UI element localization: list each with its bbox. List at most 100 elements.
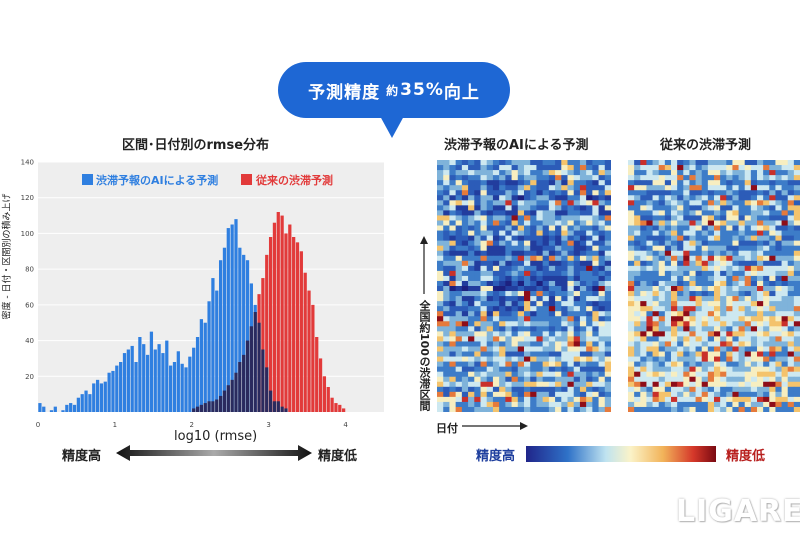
- histogram-bar: [172, 362, 177, 412]
- heatmap-cell: [652, 376, 660, 383]
- histogram-bar: [311, 304, 315, 412]
- heatmap-cell: [592, 265, 599, 272]
- heatmap-cell: [707, 336, 715, 342]
- heatmap-cell: [474, 286, 481, 292]
- heatmap-cell: [492, 175, 500, 181]
- histogram-bar: [145, 354, 150, 412]
- heatmap-cell: [486, 250, 494, 257]
- heatmap-cell: [548, 225, 556, 231]
- heatmap-cell: [555, 235, 562, 242]
- heatmap-cell: [664, 205, 672, 211]
- heatmap-cell: [652, 311, 660, 317]
- heatmap-cell: [499, 386, 506, 393]
- histogram-bar: [203, 322, 207, 412]
- heatmap-cell: [499, 175, 506, 181]
- heatmap-cell: [536, 351, 544, 357]
- heatmap-cell: [455, 391, 463, 398]
- heatmap-cell: [486, 366, 494, 373]
- heatmap-cell: [561, 296, 568, 302]
- heatmap-cell: [530, 321, 537, 327]
- heatmap-cell: [646, 185, 653, 191]
- heatmap-cell: [634, 205, 641, 211]
- heatmap-cell: [750, 245, 758, 252]
- heatmap-cell: [604, 386, 611, 393]
- heatmap-cell: [763, 366, 770, 373]
- heatmap-cell: [701, 205, 709, 211]
- heatmap-cell: [604, 170, 611, 176]
- heatmap-cell: [536, 250, 544, 257]
- heatmap-cell: [757, 165, 764, 171]
- heatmap-cell: [443, 376, 450, 383]
- heatmap-cell: [714, 291, 721, 297]
- heatmap-cell: [701, 215, 709, 221]
- heatmap-cell: [695, 185, 703, 191]
- heatmap-cell: [586, 165, 593, 171]
- histogram-bar: [69, 403, 73, 412]
- heatmap-cell: [542, 200, 550, 206]
- heatmap-cell: [542, 386, 550, 393]
- heatmap-cell: [579, 291, 587, 297]
- heatmap-cell: [738, 220, 746, 226]
- heatmap-cell: [468, 230, 475, 236]
- heatmap-cell: [775, 260, 782, 267]
- heatmap-cell: [524, 316, 531, 322]
- heatmap-cell: [695, 396, 703, 403]
- heatmap-cell: [763, 185, 770, 191]
- heatmap-cell: [524, 280, 531, 287]
- heatmap-cell: [492, 356, 500, 362]
- heatmap-cell: [738, 406, 746, 412]
- heatmap-cell: [652, 265, 660, 272]
- heatmap-cell: [530, 381, 537, 388]
- heatmap-cell: [592, 401, 599, 408]
- heatmap-cell: [517, 306, 525, 312]
- heatmap-cell: [683, 351, 690, 357]
- heatmap-cell: [437, 230, 444, 236]
- heatmap-cell: [664, 381, 672, 388]
- heatmap-cell: [573, 376, 581, 383]
- heatmap-cell: [524, 185, 531, 191]
- heatmap-cell: [646, 165, 653, 171]
- heatmap-cell: [455, 220, 463, 226]
- legend-label-conventional: 従来の渋滞予測: [256, 174, 333, 187]
- heatmap-cell: [671, 316, 678, 322]
- heatmap-cell: [598, 265, 606, 272]
- heatmap-cell: [461, 406, 469, 412]
- heatmap-cell: [598, 235, 606, 242]
- heatmap-cell: [701, 200, 709, 206]
- heatmap-cell: [604, 391, 611, 398]
- heatmap-cell: [598, 391, 606, 398]
- accuracy-banner: 予測精度 約 35% 向上: [278, 62, 510, 118]
- heatmap-cell: [689, 235, 696, 242]
- heatmap-cell: [555, 170, 562, 176]
- histogram-bar: [153, 349, 157, 412]
- heatmap-cell: [744, 255, 752, 262]
- heatmap-cell: [714, 165, 721, 171]
- heatmap-cell: [561, 205, 568, 211]
- heatmap-cell: [726, 316, 733, 322]
- heatmap-cell: [738, 396, 746, 403]
- heatmap-cell: [548, 275, 556, 282]
- heatmap-cell: [671, 200, 678, 206]
- heatmap-cell: [640, 351, 647, 357]
- heatmap-cell: [781, 265, 789, 272]
- heatmap-cell: [474, 235, 481, 242]
- heatmap-cell: [443, 225, 450, 231]
- heatmap-cell: [652, 280, 660, 287]
- heatmap-cell: [757, 240, 764, 247]
- heatmap-cell: [598, 200, 606, 206]
- heatmap-cell: [468, 306, 475, 312]
- heatmap-cell: [763, 291, 770, 297]
- heatmap-cell: [744, 316, 752, 322]
- heatmap-cell: [567, 311, 575, 317]
- heatmap-cell: [683, 240, 690, 247]
- heatmap-cell: [604, 396, 611, 403]
- heatmap-cell: [664, 286, 672, 292]
- heatmap-cell: [750, 160, 758, 166]
- heatmap-cell: [787, 316, 795, 322]
- histogram-bar: [261, 278, 265, 412]
- heatmap-cell: [542, 245, 550, 252]
- heatmap-cell: [677, 306, 684, 312]
- heatmap-cell: [781, 185, 789, 191]
- heatmap-cell: [707, 356, 715, 362]
- heatmap-cell: [646, 326, 653, 332]
